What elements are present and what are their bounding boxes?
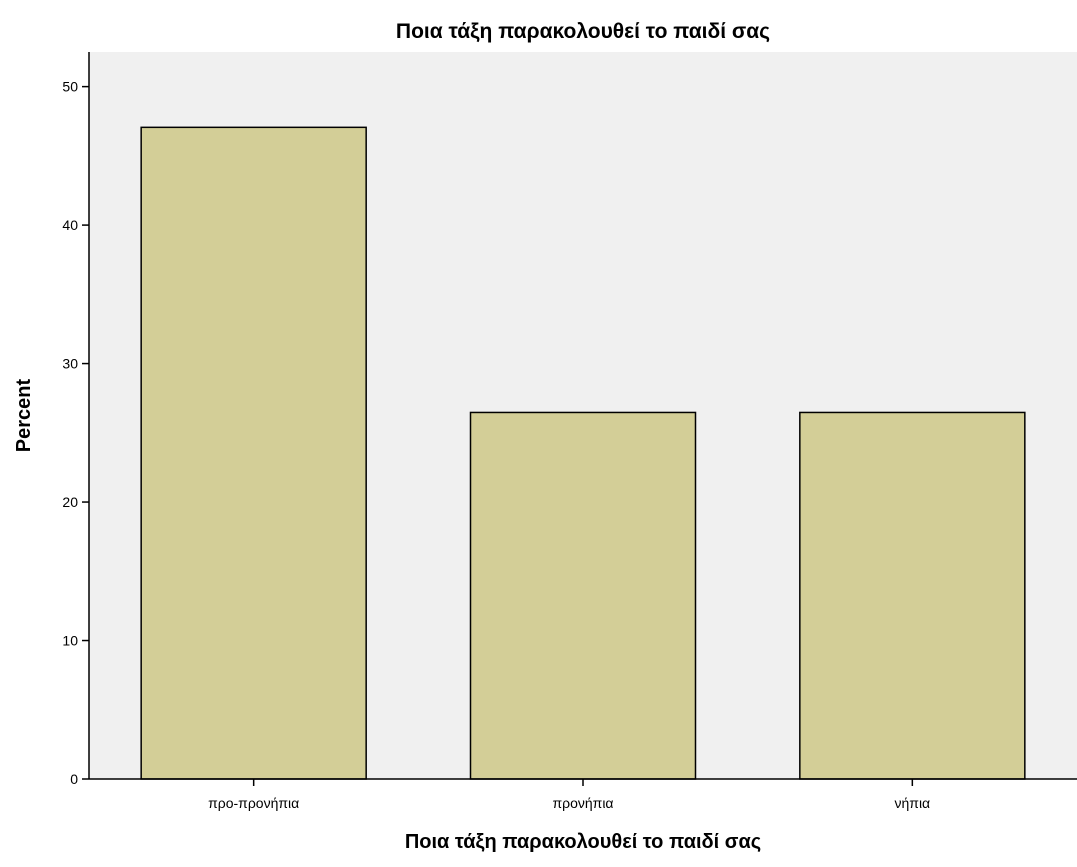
- y-tick-label-2: 20: [62, 494, 78, 510]
- bars-group: [140, 126, 1026, 780]
- chart-title: Ποια τάξη παρακολουθεί το παιδί σας: [396, 20, 770, 43]
- bar-1: [469, 411, 697, 780]
- x-tick-label-0: προ-προνήπια: [208, 795, 299, 811]
- bar-2: [799, 411, 1026, 780]
- bar-0: [140, 126, 367, 780]
- y-tick-label-0: 0: [70, 771, 78, 787]
- y-axis-ticks: 0 10 20 30 40 50: [62, 79, 89, 787]
- y-tick-label-3: 30: [62, 356, 78, 372]
- y-tick-label-4: 40: [62, 217, 78, 233]
- x-tick-label-1: προνήπια: [552, 795, 613, 811]
- y-tick-label-5: 50: [62, 79, 78, 95]
- y-tick-label-1: 10: [62, 633, 78, 649]
- x-axis-title: Ποια τάξη παρακολουθεί το παιδί σας: [405, 831, 761, 853]
- x-tick-label-2: νήπια: [895, 795, 931, 811]
- x-axis-ticks: προ-προνήπια προνήπια νήπια: [208, 779, 930, 811]
- y-axis-title: Percent: [13, 378, 35, 452]
